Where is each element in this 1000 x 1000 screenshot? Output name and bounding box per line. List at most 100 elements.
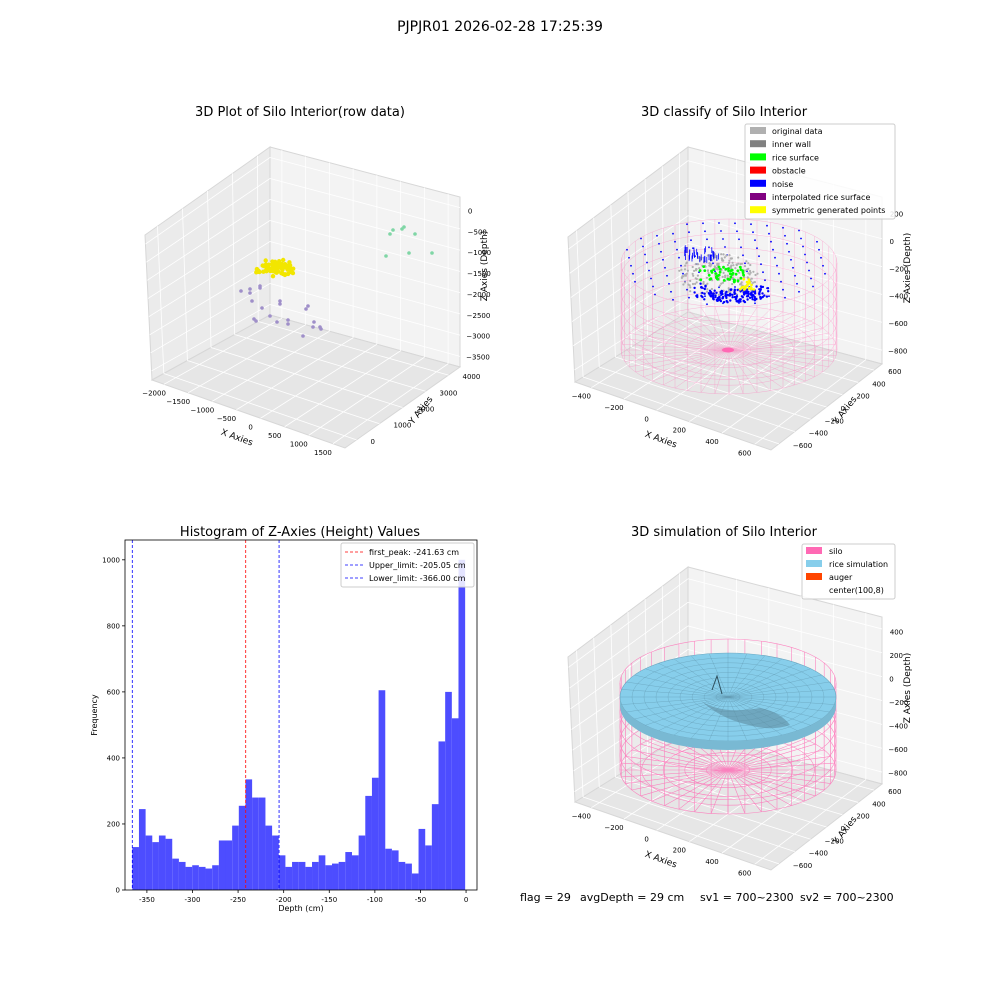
classify-zlabel: Z Axies (Depth)	[903, 233, 913, 304]
grid-line	[599, 366, 795, 432]
classify-noise-point	[714, 270, 716, 273]
raw-point-purple	[319, 327, 323, 331]
classify-original-point	[752, 281, 755, 284]
sim-silo-radial	[727, 769, 816, 797]
grid-line	[569, 187, 689, 274]
grid-line	[151, 304, 271, 372]
classify-noise-point	[708, 246, 710, 249]
raw-y-tick-labels: 0 1000 2000 3000 4000	[371, 373, 481, 446]
x-tick-label: −400	[572, 393, 591, 401]
z-tick-label: −500	[468, 228, 487, 236]
classify-noise-point	[774, 256, 776, 259]
classify-noise-point	[688, 231, 690, 234]
sim-legend-label: rice simulation	[829, 560, 888, 569]
classify-noise-point	[725, 296, 728, 300]
classify-noise-point	[740, 295, 744, 298]
y-tick-label: 400	[872, 380, 885, 388]
classify-original-point	[721, 259, 724, 262]
classify-noise-point	[650, 277, 652, 280]
sim-legend: silo rice simulation auger center(100,8)	[801, 543, 896, 600]
hist-bar	[411, 873, 419, 890]
hist-bar	[278, 855, 286, 890]
sim-legend-swatch	[806, 573, 822, 580]
raw-point-yellow	[268, 266, 273, 272]
classify-silo-radial	[663, 349, 730, 386]
y-tick-label: 3000	[440, 389, 458, 397]
hist-x-tick-label: -200	[276, 896, 292, 904]
sim-legend-box	[801, 543, 896, 600]
classify-silo-radial	[728, 309, 771, 351]
classify-noise-point	[748, 296, 752, 299]
classify-noise-point	[706, 238, 708, 241]
classify-original-point	[743, 269, 746, 272]
classify-noise-point	[718, 295, 721, 299]
classify-noise-point	[696, 294, 699, 297]
classify-original-point	[746, 276, 749, 279]
classify-silo-radial	[635, 327, 730, 351]
classify-noise-point	[786, 242, 788, 245]
classify-noise-point	[715, 291, 718, 294]
x-tick-label: 500	[268, 432, 281, 440]
raw-point-purple	[275, 320, 279, 324]
classify-original-point	[732, 264, 735, 267]
grid-line	[182, 208, 188, 361]
sim-silo-radial	[621, 769, 729, 778]
classify-noise-point	[820, 256, 822, 259]
raw-point-purple	[304, 307, 308, 311]
hist-bar	[178, 861, 186, 890]
z-tick-label: 0	[468, 207, 472, 215]
x-tick-label: 400	[705, 858, 718, 866]
raw-point-purple	[306, 304, 310, 308]
sim-rice-rim	[620, 697, 836, 750]
grid-line	[679, 316, 875, 371]
footer-sv2: sv2 = 700~2300	[800, 891, 894, 904]
classify-noise-point	[745, 295, 749, 298]
classify-noise-point	[729, 299, 732, 302]
grid-line	[582, 376, 780, 445]
classify-rice-point	[698, 269, 702, 272]
hist-bar	[192, 865, 199, 890]
hist-bar	[398, 861, 406, 890]
classify-rice-point	[724, 267, 728, 271]
hist-bar	[312, 861, 319, 890]
y-tick-label: 1000	[394, 422, 412, 430]
classify-symmetric-point	[747, 287, 751, 290]
x-tick-label: 400	[705, 438, 718, 446]
hist-bar	[198, 866, 206, 890]
grid-line	[644, 179, 649, 338]
classify-silo-radial	[728, 349, 823, 373]
classify-noise-point	[772, 248, 774, 251]
sim-silo-radial	[727, 769, 825, 791]
classify-original-point	[685, 272, 688, 275]
classify-original-point	[706, 254, 709, 257]
classify-original-point	[754, 273, 757, 277]
classify-noise-point	[729, 293, 732, 296]
sim-silo-radial	[727, 762, 835, 771]
classify-original-point	[728, 259, 731, 262]
classify-original-point	[724, 274, 727, 277]
classify-noise-point	[725, 290, 728, 293]
hist-y-tick-label: 1000	[102, 556, 120, 564]
classify-noise-point	[742, 254, 744, 257]
grid-line	[149, 262, 271, 336]
classify-rice-point	[741, 271, 745, 275]
raw-point-purple	[248, 291, 252, 295]
classify-noise-point	[824, 272, 826, 275]
x-tick-label: −1500	[166, 398, 190, 406]
hist-bar	[458, 559, 466, 890]
classify-noise-point	[682, 272, 684, 275]
classify-noise-point	[664, 266, 666, 269]
classify-noise-point	[766, 287, 770, 290]
classify-silo-radial	[728, 338, 834, 351]
classify-rice-point	[734, 272, 738, 276]
classify-noise-point	[735, 295, 739, 298]
classify-noise-point	[750, 291, 753, 294]
classify-silo-radial	[643, 349, 730, 377]
classify-noise-point	[770, 240, 772, 243]
classify-noise-point	[630, 264, 632, 267]
grid-line	[687, 625, 883, 678]
classify-original-point	[727, 288, 731, 291]
sim-mesh-spoke	[673, 696, 729, 736]
sim-silo-radial	[678, 769, 729, 810]
